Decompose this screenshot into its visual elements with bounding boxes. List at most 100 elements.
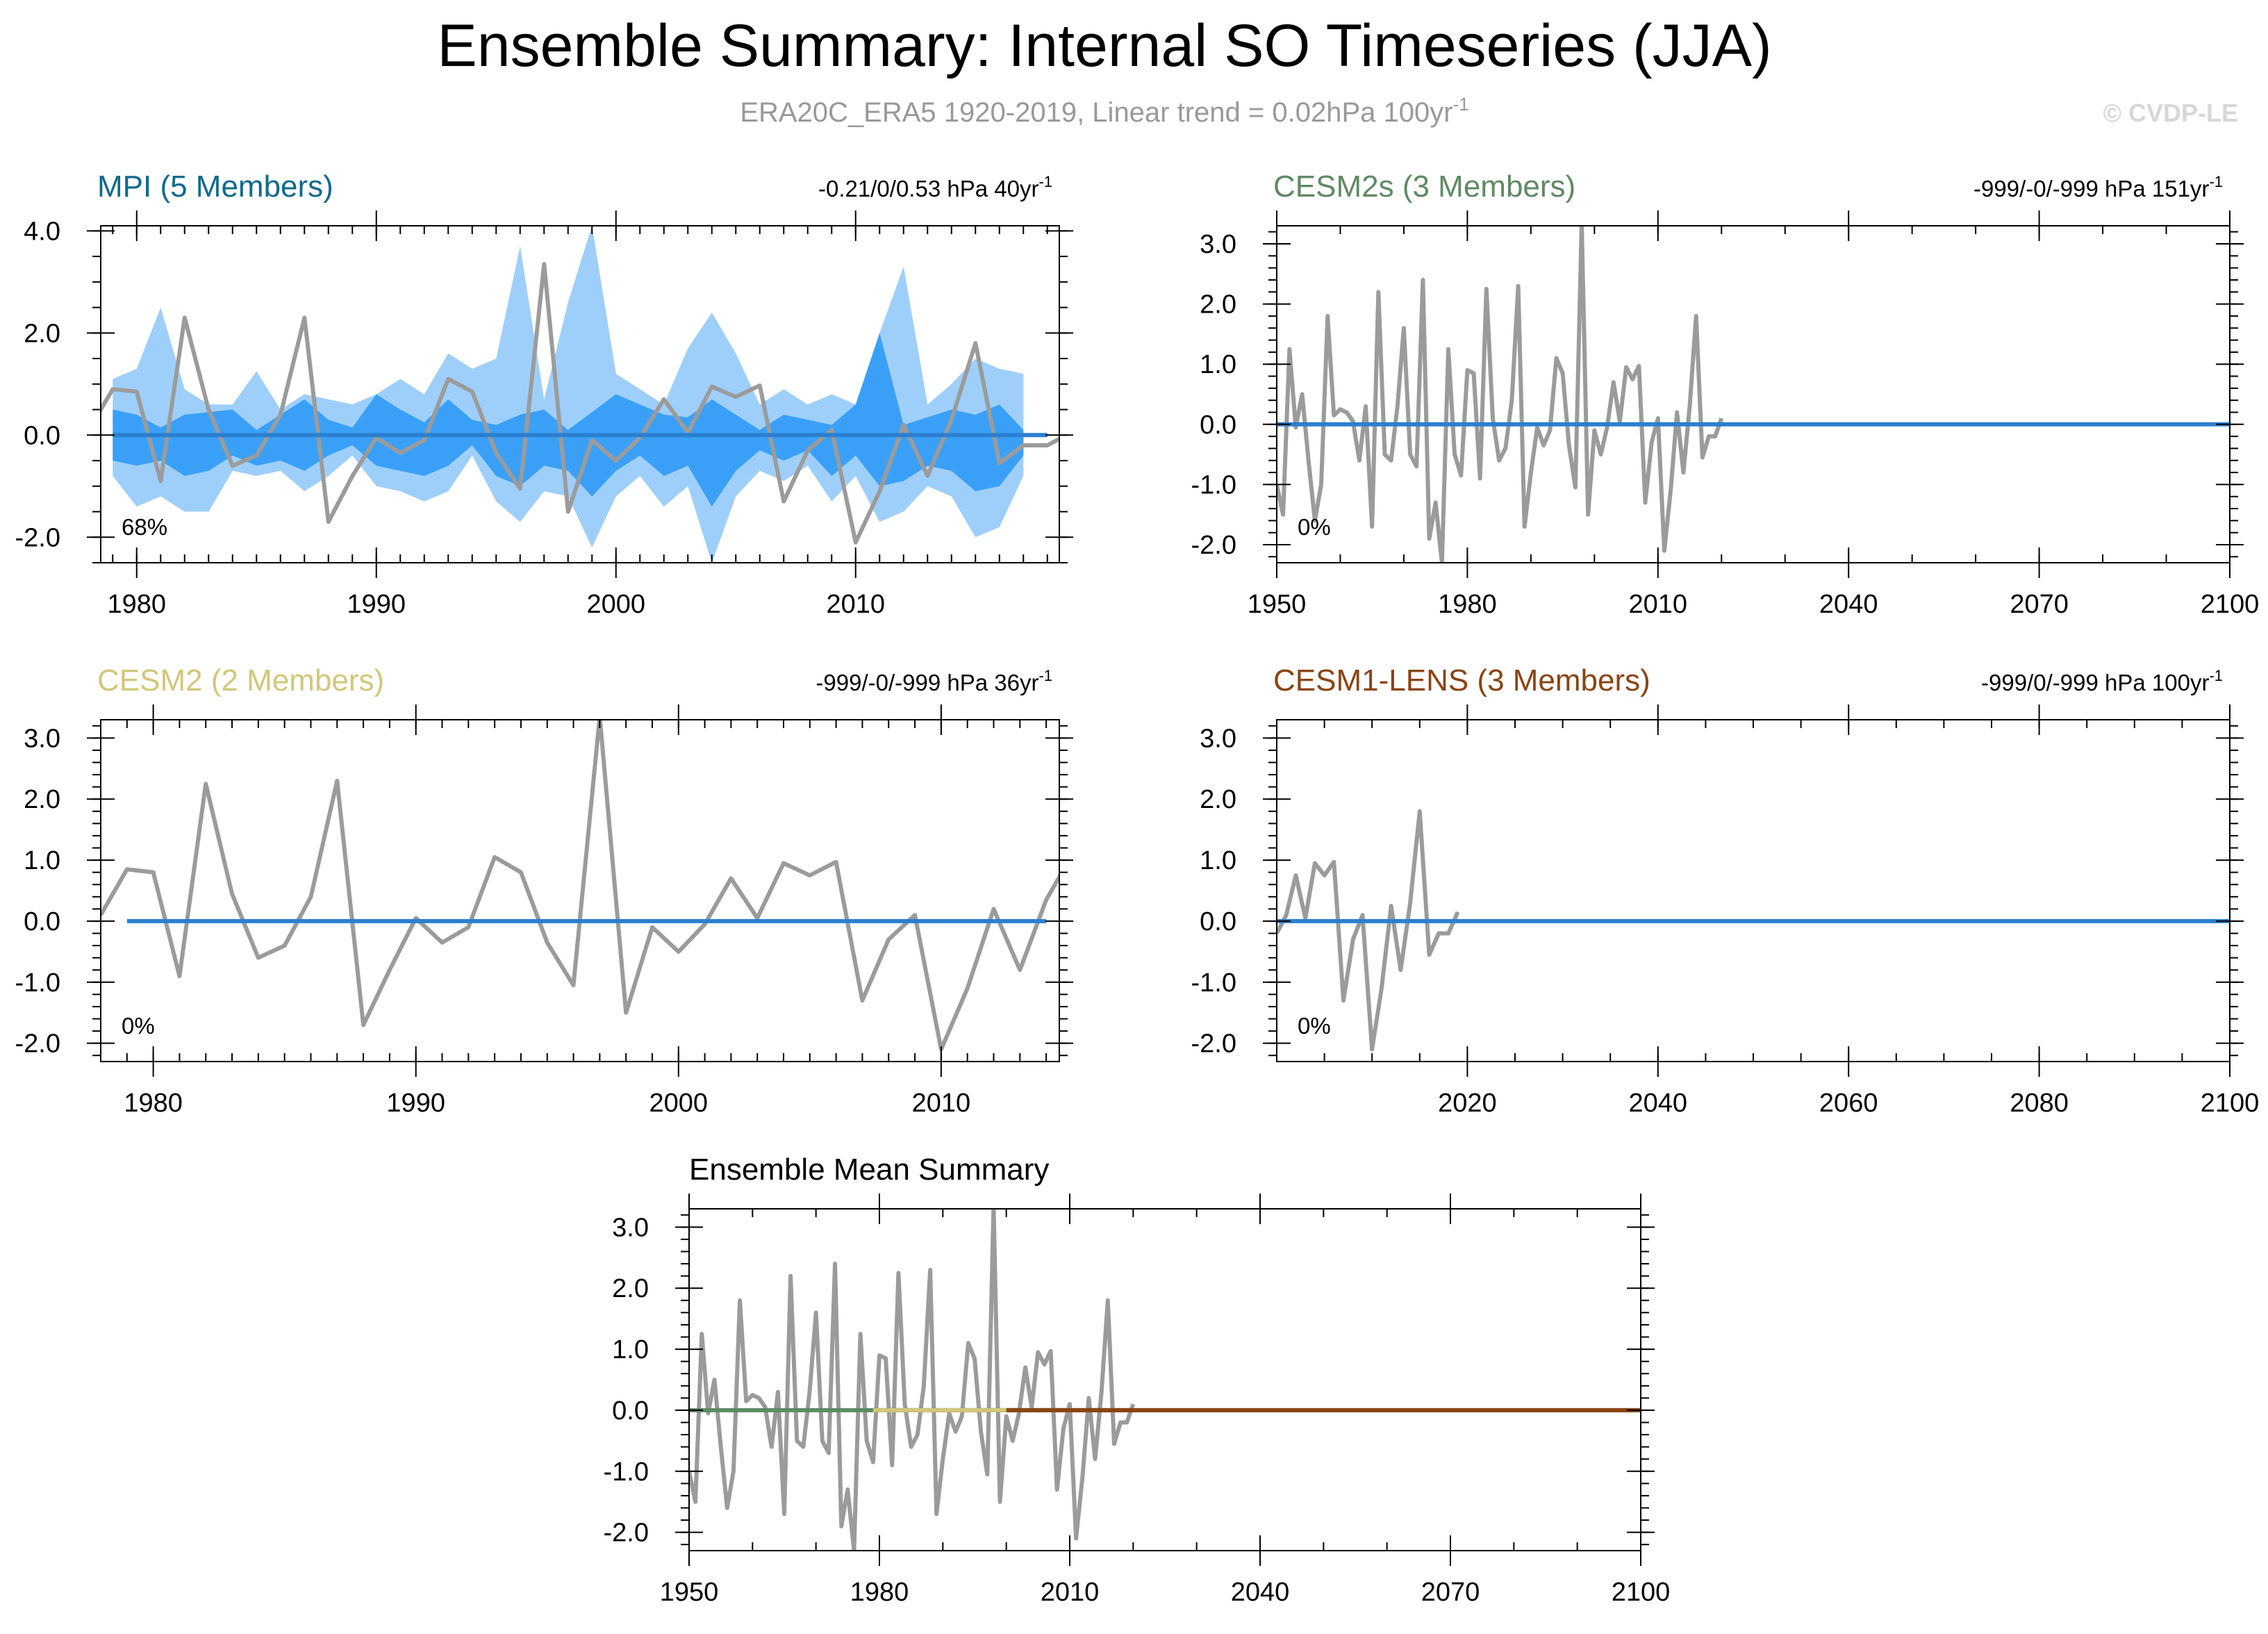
panels-container: MPI (5 Members) -0.21/0/0.53 hPa 40yr-119… xyxy=(15,170,2260,1607)
ensemble-range-band xyxy=(113,226,1024,563)
x-tick-label: 2010 xyxy=(912,1089,971,1118)
stat-superscript: -1 xyxy=(2209,173,2223,190)
plot-area xyxy=(1277,809,2230,1052)
y-tick-label: 0.0 xyxy=(1200,907,1236,936)
x-tick-label: 1980 xyxy=(850,1578,909,1607)
x-tick-label: 2060 xyxy=(1819,1089,1878,1118)
y-tick-label: -2.0 xyxy=(1191,531,1236,560)
panel-cesm1-lens: CESM1-LENS (3 Members) -999/0/-999 hPa 10… xyxy=(1191,663,2260,1118)
y-tick-label: 2.0 xyxy=(1200,290,1236,320)
stat-value: -999/-0/-999 hPa 36yr xyxy=(816,670,1038,695)
percent-label: 68% xyxy=(122,514,167,540)
stat-value: -0.21/0/0.53 hPa 40yr xyxy=(818,176,1038,201)
y-tick-label: 4.0 xyxy=(24,217,60,246)
subtitle: ERA20C_ERA5 1920-2019, Linear trend = 0.… xyxy=(740,94,1468,128)
x-tick-label: 2000 xyxy=(586,590,645,619)
y-tick-label: 0.0 xyxy=(24,907,60,936)
observations-line xyxy=(689,1209,1136,1551)
x-tick-label: 2100 xyxy=(2201,1089,2260,1118)
x-tick-label: 2070 xyxy=(2010,590,2069,619)
plot-frame xyxy=(1276,225,2230,563)
panel-stat-text: -999/-0/-999 hPa 36yr-1 xyxy=(816,667,1052,695)
x-tick-label: 2100 xyxy=(1612,1578,1671,1607)
stat-value: -999/-0/-999 hPa 151yr xyxy=(1973,176,2209,201)
y-tick-label: -1.0 xyxy=(1191,968,1236,998)
y-tick-label: -2.0 xyxy=(604,1519,649,1548)
panel-title: CESM2s (3 Members) xyxy=(1273,170,1575,204)
x-tick-label: 1950 xyxy=(660,1578,719,1607)
x-tick-label: 2040 xyxy=(1231,1578,1290,1607)
y-tick-label: 1.0 xyxy=(1200,350,1236,379)
y-tick-label: 1.0 xyxy=(612,1335,649,1364)
y-tick-label: 0.0 xyxy=(1200,411,1236,440)
subtitle-text: ERA20C_ERA5 1920-2019, Linear trend = 0.… xyxy=(740,97,1452,128)
stat-superscript: -1 xyxy=(2209,667,2223,684)
x-tick-label: 1950 xyxy=(1248,590,1307,619)
percent-label: 0% xyxy=(122,1013,155,1039)
y-tick-label: 0.0 xyxy=(24,421,60,450)
main-title: Ensemble Summary: Internal SO Timeseries… xyxy=(437,13,1771,79)
percent-label: 0% xyxy=(1298,514,1331,540)
plot-area xyxy=(101,720,1059,1052)
x-tick-label: 2020 xyxy=(1438,1089,1497,1118)
x-tick-label: 2040 xyxy=(1819,590,1878,619)
x-tick-label: 2000 xyxy=(649,1089,709,1118)
y-tick-label: 2.0 xyxy=(24,319,60,348)
y-tick-label: 2.0 xyxy=(1200,785,1236,814)
x-tick-label: 2080 xyxy=(2010,1089,2069,1118)
y-tick-label: 0.0 xyxy=(612,1396,649,1426)
plot-area xyxy=(1277,226,2230,563)
x-tick-label: 2070 xyxy=(1421,1578,1480,1607)
panel-stat-text: -0.21/0/0.53 hPa 40yr-1 xyxy=(818,173,1052,201)
y-tick-label: 3.0 xyxy=(612,1213,649,1242)
x-tick-label: 1990 xyxy=(386,1089,445,1118)
x-tick-label: 1980 xyxy=(107,590,166,619)
plot-frame xyxy=(100,225,1060,563)
ensemble-iqr-band xyxy=(113,333,1024,507)
observations-line xyxy=(101,720,1059,1052)
y-tick-label: -1.0 xyxy=(1191,470,1236,500)
credit-label: © CVDP-LE xyxy=(2103,99,2238,127)
panel-title: CESM1-LENS (3 Members) xyxy=(1273,663,1650,698)
x-tick-label: 2100 xyxy=(2201,590,2260,619)
plot-frame xyxy=(100,719,1060,1062)
observations-line xyxy=(1277,226,1724,563)
x-tick-label: 1990 xyxy=(347,590,406,619)
y-tick-label: 2.0 xyxy=(612,1274,649,1303)
plot-frame xyxy=(688,1208,1641,1551)
stat-superscript: -1 xyxy=(1038,173,1052,190)
plot-frame xyxy=(1276,719,2230,1062)
x-tick-label: 2010 xyxy=(1041,1578,1100,1607)
stat-value: -999/0/-999 hPa 100yr xyxy=(1981,670,2209,695)
y-tick-label: 3.0 xyxy=(24,724,60,753)
x-tick-label: 1980 xyxy=(1438,590,1497,619)
y-tick-label: -2.0 xyxy=(15,1030,60,1059)
y-tick-label: 1.0 xyxy=(1200,846,1236,875)
y-tick-label: -1.0 xyxy=(15,968,60,998)
panel-title: Ensemble Mean Summary xyxy=(689,1153,1049,1187)
x-tick-label: 2010 xyxy=(826,590,885,619)
y-tick-label: -2.0 xyxy=(15,523,60,552)
percent-label: 0% xyxy=(1298,1013,1331,1039)
stat-superscript: -1 xyxy=(1038,667,1052,684)
x-tick-label: 2040 xyxy=(1629,1089,1688,1118)
x-tick-label: 2010 xyxy=(1629,590,1688,619)
panel-title: MPI (5 Members) xyxy=(97,170,333,204)
observations-line xyxy=(1277,809,1460,1052)
panel-cesm2s: CESM2s (3 Members) -999/-0/-999 hPa 151yr… xyxy=(1191,170,2260,619)
panel-cesm2: CESM2 (2 Members) -999/-0/-999 hPa 36yr-1… xyxy=(15,663,1073,1118)
panel-mpi: MPI (5 Members) -0.21/0/0.53 hPa 40yr-1 19… xyxy=(15,170,1073,619)
y-tick-label: -1.0 xyxy=(604,1458,649,1487)
panel-stat-text: -999/-0/-999 hPa 151yr-1 xyxy=(1973,173,2223,201)
y-tick-label: 2.0 xyxy=(24,785,60,814)
y-tick-label: 3.0 xyxy=(1200,230,1236,259)
plot-area xyxy=(689,1209,1641,1551)
y-tick-label: 3.0 xyxy=(1200,724,1236,753)
subtitle-superscript: -1 xyxy=(1453,94,1469,115)
panel-title: CESM2 (2 Members) xyxy=(97,663,384,698)
panel-ensemble-mean: Ensemble Mean Summary 1950 1980 2010 2040 207… xyxy=(604,1153,1671,1607)
plot-area xyxy=(101,226,1059,563)
y-tick-label: -2.0 xyxy=(1191,1030,1236,1059)
y-tick-label: 1.0 xyxy=(24,846,60,875)
